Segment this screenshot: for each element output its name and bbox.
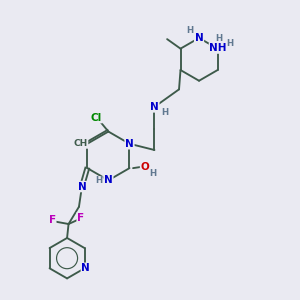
Text: N: N [125,139,134,149]
Text: H: H [187,26,194,35]
Text: F: F [77,213,84,223]
Text: H: H [215,34,223,43]
Text: N: N [195,33,203,43]
Text: NH: NH [209,43,227,53]
Text: H: H [95,176,102,185]
Text: CH: CH [74,139,88,148]
Text: N: N [81,263,90,273]
Text: H: H [161,108,168,117]
Text: Cl: Cl [91,112,102,123]
Text: H: H [226,39,234,48]
Text: O: O [141,162,149,172]
Text: H: H [149,169,156,178]
Text: N: N [150,102,159,112]
Text: N: N [104,175,113,185]
Text: N: N [78,182,86,192]
Text: F: F [49,215,56,225]
